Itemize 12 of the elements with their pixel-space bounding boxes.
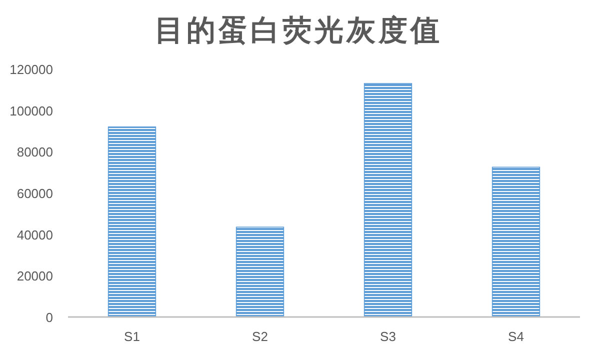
y-tick-label: 100000	[10, 103, 53, 118]
y-tick-label: 40000	[16, 227, 53, 242]
x-tick-label: S1	[124, 329, 140, 344]
x-tick-label: S3	[380, 329, 396, 344]
y-tick-label: 20000	[16, 268, 53, 284]
y-tick-label: 120000	[10, 62, 53, 77]
chart-title: 目的蛋白荧光灰度值	[154, 14, 442, 47]
x-tick-label: S2	[252, 329, 268, 344]
x-tick-label: S4	[508, 329, 524, 344]
y-tick-label: 80000	[16, 144, 53, 160]
y-tick-label: 0	[46, 310, 53, 325]
y-tick-label: 60000	[16, 186, 53, 201]
